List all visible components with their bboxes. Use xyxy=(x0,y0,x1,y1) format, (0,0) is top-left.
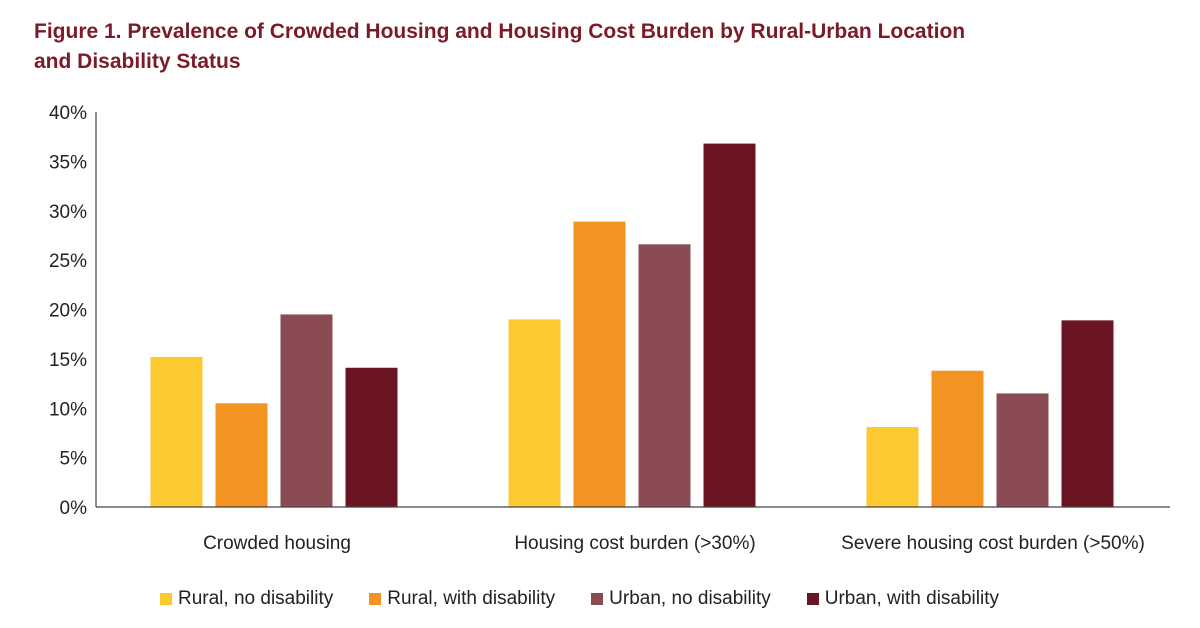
legend: Rural, no disability Rural, with disabili… xyxy=(160,588,1035,610)
y-tick-label: 40% xyxy=(49,103,87,124)
bar-1-2 xyxy=(215,403,268,507)
x-category-label: Severe housing cost burden (>50%) xyxy=(841,533,1145,554)
chart-title-line-2: and Disability Status xyxy=(34,50,241,73)
bar-3-1 xyxy=(866,427,919,507)
legend-swatch xyxy=(806,593,819,605)
bar-3-2 xyxy=(931,370,984,507)
legend-item: Rural, no disability xyxy=(160,588,333,610)
y-tick-label: 5% xyxy=(60,449,88,470)
legend-label: Urban, with disability xyxy=(824,588,999,609)
legend-swatch xyxy=(160,593,172,605)
legend-label: Rural, with disability xyxy=(387,588,556,609)
y-tick-label: 25% xyxy=(49,251,87,272)
chart-title: Figure 1. Prevalence of Crowded Housing … xyxy=(34,17,1134,77)
x-axis-category-labels: Crowded housing Housing cost burden (>30%… xyxy=(203,533,1145,554)
bar-series xyxy=(150,143,1114,508)
legend-item: Urban, no disability xyxy=(591,588,771,610)
bar-2-1 xyxy=(508,319,561,507)
x-category-label: Housing cost burden (>30%) xyxy=(514,533,755,554)
bar-3-3 xyxy=(996,393,1049,507)
bar-1-1 xyxy=(150,356,203,507)
legend-item: Rural, with disability xyxy=(369,588,555,610)
legend-item: Urban, with disability xyxy=(806,588,999,610)
bar-2-3 xyxy=(638,244,691,507)
legend-label: Rural, no disability xyxy=(178,588,334,609)
y-tick-label: 10% xyxy=(49,399,87,420)
y-tick-label: 15% xyxy=(49,350,87,371)
bar-3-4 xyxy=(1061,320,1114,507)
y-tick-label: 30% xyxy=(49,202,87,223)
bar-1-3 xyxy=(280,314,333,507)
x-category-label: Crowded housing xyxy=(203,533,351,554)
legend-swatch xyxy=(369,593,382,605)
bar-2-4 xyxy=(703,143,756,507)
y-tick-label: 35% xyxy=(49,152,87,173)
chart-title-line-1: Figure 1. Prevalence of Crowded Housing … xyxy=(34,20,966,43)
bar-1-4 xyxy=(345,367,398,507)
legend-label: Urban, no disability xyxy=(609,588,771,609)
bar-2-2 xyxy=(573,221,626,508)
legend-swatch xyxy=(591,593,604,605)
y-tick-label: 0% xyxy=(60,498,88,519)
y-tick-label: 20% xyxy=(49,301,87,322)
axes xyxy=(95,112,1170,508)
y-axis-ticks: 0% 5% 10% 15% 20% 25% 30% 35% 40% xyxy=(49,103,87,519)
